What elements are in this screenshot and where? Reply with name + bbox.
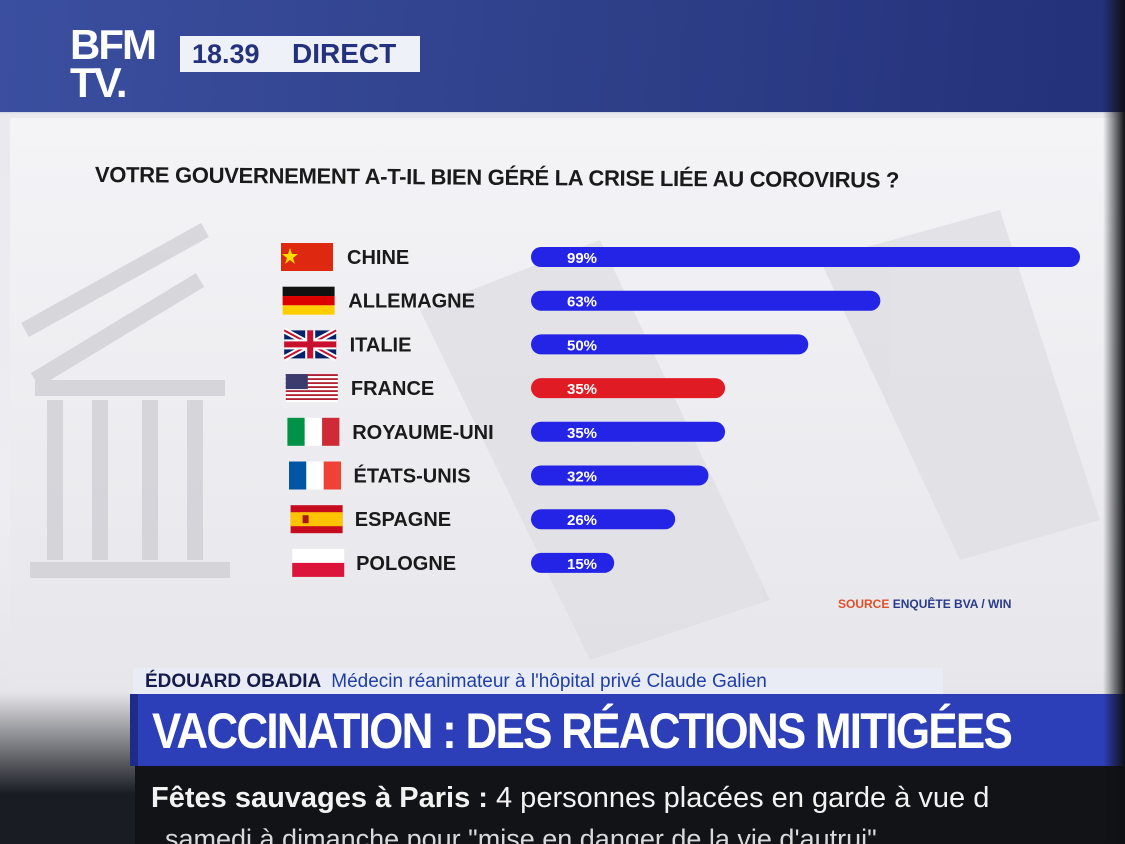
spain-flag-icon bbox=[290, 505, 343, 534]
germany-flag-icon bbox=[282, 286, 335, 315]
bar bbox=[531, 465, 709, 486]
ticker-line-2: samedi à dimanche pour "mise en danger d… bbox=[165, 824, 877, 844]
time-status-box: 18.39 DIRECT bbox=[180, 36, 420, 72]
screen-bezel bbox=[1103, 0, 1125, 844]
source-text: ENQUÊTE BVA / WIN bbox=[892, 597, 1012, 611]
bar bbox=[531, 552, 615, 573]
category-label: FRANCE bbox=[351, 378, 434, 400]
speaker-role: Médecin réanimateur à l'hôpital privé Cl… bbox=[331, 671, 767, 692]
category-label: ALLEMAGNE bbox=[348, 291, 475, 313]
logo-line-1: BFM bbox=[70, 21, 157, 68]
chart-row: POLOGNE 15% bbox=[292, 548, 615, 577]
bar bbox=[531, 290, 881, 311]
bfmtv-logo: BFM TV. bbox=[70, 21, 174, 112]
background-watermark bbox=[21, 210, 1100, 660]
chart-row: ITALIE 50% bbox=[282, 327, 809, 362]
live-indicator: DIRECT bbox=[292, 38, 397, 69]
clock-time: 18.39 bbox=[192, 38, 260, 69]
category-label: CHINE bbox=[347, 247, 409, 269]
value-label: 35% bbox=[567, 381, 597, 398]
france-flag-icon bbox=[289, 461, 341, 490]
bar bbox=[531, 334, 809, 355]
news-ticker: Fêtes sauvages à Paris : 4 personnes pla… bbox=[135, 766, 1125, 844]
bar bbox=[531, 247, 1080, 267]
value-label: 15% bbox=[567, 556, 597, 573]
value-label: 99% bbox=[567, 250, 597, 267]
chart-row: ALLEMAGNE 63% bbox=[282, 286, 881, 315]
italy-flag-icon bbox=[287, 417, 340, 446]
headline-banner: VACCINATION : DES RÉACTIONS MITIGÉES bbox=[130, 694, 1125, 766]
uk-flag-icon bbox=[282, 327, 338, 362]
chart-row: CHINE 99% bbox=[281, 243, 1080, 271]
ticker-text: 4 personnes placées en garde à vue d bbox=[496, 782, 990, 814]
china-flag-icon bbox=[281, 243, 333, 271]
category-label: ROYAUME-UNI bbox=[352, 422, 494, 444]
value-label: 26% bbox=[567, 512, 597, 529]
bar bbox=[531, 421, 726, 442]
value-label: 63% bbox=[567, 294, 597, 311]
bar bbox=[531, 378, 726, 399]
value-label: 35% bbox=[567, 425, 597, 442]
usa-flag-icon bbox=[285, 374, 338, 403]
chart-row: ÉTATS-UNIS 32% bbox=[289, 461, 709, 490]
bar-chart: CHINE 99%ALLEMAGNE 63%ITALIE 50%FRANCE 35%RO… bbox=[281, 243, 1080, 577]
ticker-separator: : bbox=[478, 782, 488, 814]
source-credit: SOURCE ENQUÊTE BVA / WIN bbox=[838, 597, 1011, 611]
headline-text: VACCINATION : DES RÉACTIONS MITIGÉES bbox=[152, 703, 1013, 759]
logo-line-2: TV. bbox=[70, 59, 127, 106]
value-label: 50% bbox=[567, 337, 597, 354]
ticker-line-1: Fêtes sauvages à Paris : 4 personnes pla… bbox=[151, 782, 989, 815]
value-label: 32% bbox=[567, 469, 597, 486]
category-label: ÉTATS-UNIS bbox=[354, 465, 471, 488]
speaker-bar: ÉDOUARD OBADIA Médecin réanimateur à l'h… bbox=[133, 668, 943, 696]
speaker-name: ÉDOUARD OBADIA bbox=[145, 671, 322, 692]
category-label: ITALIE bbox=[350, 334, 412, 356]
source-label: SOURCE bbox=[838, 597, 890, 611]
category-label: POLOGNE bbox=[356, 553, 456, 575]
chart-row: ROYAUME-UNI 35% bbox=[287, 417, 726, 446]
chart-row: ESPAGNE 26% bbox=[290, 505, 676, 534]
category-label: ESPAGNE bbox=[355, 509, 451, 531]
ticker-topic: Fêtes sauvages à Paris bbox=[151, 782, 471, 814]
chart-row: FRANCE 35% bbox=[285, 374, 726, 403]
poland-flag-icon bbox=[292, 548, 345, 577]
bar bbox=[531, 509, 676, 530]
